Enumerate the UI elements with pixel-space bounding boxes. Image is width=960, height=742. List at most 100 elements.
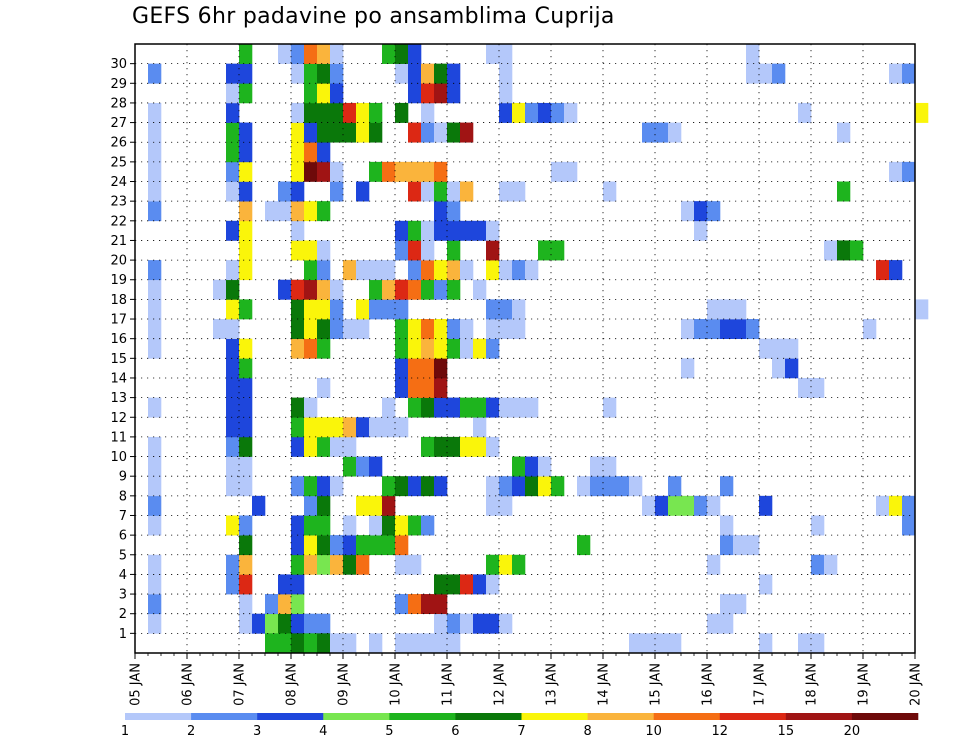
heatmap-cell [356,456,370,477]
legend-swatch [455,713,522,720]
heatmap-cell [148,260,162,281]
heatmap-cell [720,515,734,536]
heatmap-cell [226,63,240,84]
heatmap-cell [499,299,513,320]
heatmap-cell [421,397,435,418]
heatmap-cell [499,102,513,123]
heatmap-cell [304,319,318,339]
heatmap-cell [746,44,760,64]
heatmap-cell [408,594,422,615]
heatmap-cell [226,319,240,339]
heatmap-cell [317,436,331,457]
heatmap-cell [239,594,253,615]
heatmap-cell [746,319,760,339]
heatmap-cell [148,613,162,634]
heatmap-cell [837,240,851,261]
heatmap-cell [395,63,409,84]
heatmap-cell [525,476,539,497]
heatmap-cell [148,495,162,516]
y-tick-label: 17 [110,313,127,328]
heatmap-cell [382,260,396,281]
heatmap-cell [317,240,331,261]
heatmap-cell [408,83,422,104]
heatmap-cell [356,299,370,320]
heatmap-cell [330,417,344,438]
heatmap-cell [720,319,734,339]
heatmap-cell [577,476,591,497]
heatmap-cell [512,319,526,339]
heatmap-cell [876,495,890,516]
heatmap-cell [252,495,266,516]
x-tick-label: 16 JAN [701,663,716,706]
heatmap-cell [304,436,318,457]
heatmap-cell [785,338,799,359]
heatmap-cell [434,220,448,241]
heatmap-cell [824,554,838,575]
heatmap-cell [278,181,292,202]
heatmap-cell [148,299,162,320]
legend-label: 1 [121,724,129,739]
heatmap-cell [291,436,305,457]
heatmap-cell [317,319,331,339]
heatmap-cell [655,495,669,516]
heatmap-cell [434,338,448,359]
heatmap-cell [278,44,292,64]
heatmap-cell [746,535,760,556]
heatmap-cell [148,181,162,202]
heatmap-cell [239,44,253,64]
heatmap-cell [226,260,240,281]
legend: 1 2 3 4 5 6 7 8 10 12 15 20 [121,713,919,739]
heatmap-cell [291,338,305,359]
heatmap-cell [889,63,903,84]
heatmap-cell [226,220,240,241]
heatmap-cell [642,122,656,143]
heatmap-cell [512,476,526,497]
heatmap-cell [213,279,227,300]
heatmap-cell [408,220,422,241]
heatmap-cell [369,260,383,281]
heatmap-cell [577,535,591,556]
heatmap-cell [291,122,305,143]
heatmap-cell [499,495,513,516]
heatmap-cell [564,161,578,182]
heatmap-cell [239,417,253,438]
heatmap-cell [317,377,331,398]
heatmap-cell [317,83,331,104]
heatmap-cell [408,358,422,379]
heatmap-cell [759,338,773,359]
heatmap-cell [447,633,461,654]
heatmap-cell [447,319,461,339]
heatmap-cell [330,161,344,182]
heatmap-cell [486,260,500,281]
heatmap-cell [148,397,162,418]
heatmap-cell [226,476,240,497]
heatmap-cell [434,377,448,398]
heatmap-cell [395,44,409,64]
heatmap-cell [746,63,760,84]
heatmap-cell [499,319,513,339]
heatmap-cell [421,181,435,202]
heatmap-cell [694,495,708,516]
heatmap-cell [369,161,383,182]
heatmap-cell [148,574,162,595]
legend-swatch [191,713,258,720]
heatmap-cell [382,299,396,320]
heatmap-cell [252,613,266,634]
heatmap-cell [395,476,409,497]
legend-label: 20 [844,724,861,739]
heatmap-cell [239,260,253,281]
heatmap-cell [330,554,344,575]
heatmap-cell [759,574,773,595]
heatmap-cell [408,63,422,84]
heatmap-cell [148,142,162,163]
heatmap-cell [304,44,318,64]
y-tick-label: 25 [110,155,127,170]
heatmap-cell [304,397,318,418]
heatmap-cell [421,220,435,241]
heatmap-cell [551,102,565,123]
heatmap-cell [642,495,656,516]
heatmap-cell [239,201,253,222]
heatmap-cell [148,456,162,477]
y-tick-label: 11 [110,430,127,445]
x-tick-label: 11 JAN [441,663,456,706]
